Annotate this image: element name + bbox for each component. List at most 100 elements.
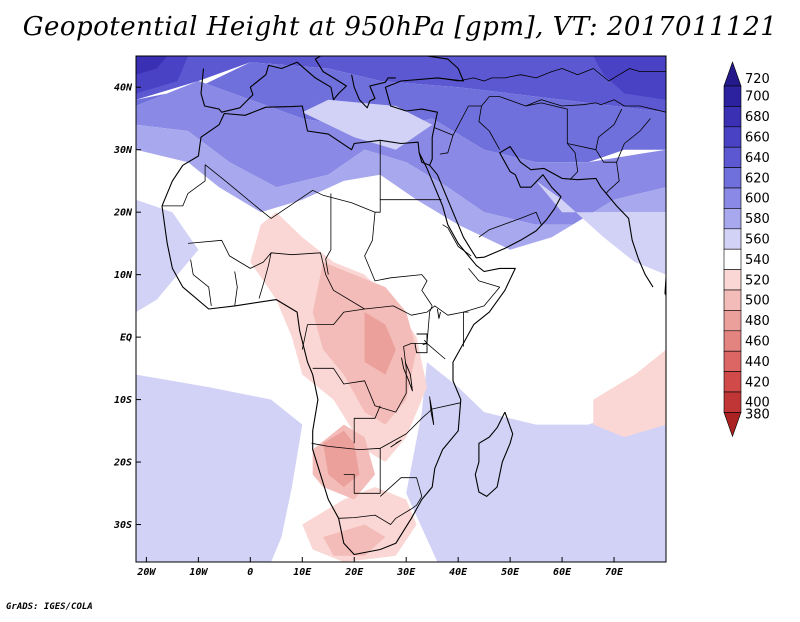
country-border-0 — [162, 164, 206, 207]
x-tick-label: 20W — [136, 567, 156, 578]
y-tick-label: EQ — [120, 333, 132, 344]
country-border-10 — [311, 442, 381, 494]
country-border-5 — [325, 193, 332, 275]
colorbar-swatch-580 — [723, 208, 742, 230]
height-region-580-0 — [136, 124, 666, 250]
y-tick-label: 30N — [113, 145, 133, 156]
colorbar-label: 600 — [745, 192, 770, 207]
colorbar-label: 400 — [745, 396, 770, 411]
height-region-680-0 — [136, 56, 168, 75]
country-border-3 — [187, 239, 469, 316]
country-border-21 — [481, 96, 579, 180]
x-tick-label: 40E — [449, 567, 468, 578]
height-region-560-4 — [302, 99, 433, 150]
height-region-640-0 — [136, 56, 666, 113]
lake-outline-5 — [422, 339, 428, 346]
colorbar-swatch-640 — [723, 146, 742, 168]
coastline-5 — [474, 411, 514, 497]
x-tick-label: 10E — [293, 567, 312, 578]
coastline-3 — [200, 56, 347, 113]
map-frame — [135, 55, 667, 563]
colorbar-swatch-480 — [723, 310, 742, 332]
x-tick-label: 0 — [247, 567, 253, 578]
country-border-23 — [595, 149, 620, 194]
colorbar-label: 580 — [745, 212, 770, 227]
x-tick-label: 70E — [605, 567, 624, 578]
y-tick-label: 20S — [113, 458, 132, 469]
colorbar-label: 560 — [745, 233, 770, 248]
x-tick-label: 50E — [501, 567, 520, 578]
country-border-25 — [437, 68, 666, 82]
lake-outline-1 — [401, 357, 413, 392]
colorbar-label: 640 — [745, 151, 770, 166]
coastline-1 — [384, 56, 464, 166]
colorbar-top-arrow — [723, 61, 742, 87]
country-border-4 — [364, 212, 433, 307]
colorbar-bottom-arrow — [723, 412, 742, 438]
country-border-11 — [353, 405, 381, 444]
coastline-0 — [161, 105, 516, 556]
height-region-560-3 — [536, 180, 666, 275]
colorbar-label: 540 — [745, 253, 770, 268]
height-region-560-0 — [136, 199, 199, 313]
lake-outline-3 — [436, 308, 441, 319]
height-region-560-2 — [406, 362, 666, 562]
colorbar-swatch-680 — [723, 106, 742, 128]
colorbar-swatch-700 — [723, 85, 742, 107]
height-region-660-1 — [593, 56, 666, 100]
lake-outline-0 — [414, 333, 428, 354]
country-border-6 — [258, 252, 272, 299]
x-tick-label: 10W — [189, 567, 208, 578]
colorbar-label: 620 — [745, 171, 770, 186]
colorbar-label: 680 — [745, 110, 770, 125]
colorbar-swatch-400 — [723, 391, 742, 413]
colorbar-label: 660 — [745, 131, 770, 146]
height-region-500-2 — [323, 524, 386, 556]
colorbar-swatch-600 — [723, 187, 742, 209]
colorbar-swatch-420 — [723, 371, 742, 393]
colorbar-label: 480 — [745, 314, 770, 329]
country-border-12 — [380, 402, 461, 449]
x-tick-label: 20E — [344, 567, 364, 578]
colorbar-swatch-620 — [723, 167, 742, 189]
lake-outline-2 — [429, 396, 435, 426]
country-border-24 — [616, 118, 651, 163]
colorbar-label: 700 — [745, 90, 770, 105]
country-border-16 — [462, 268, 501, 347]
colorbar-swatch-560 — [723, 228, 742, 250]
colorbar-label: 460 — [745, 335, 770, 350]
x-axis-ticks: 20W 10W 0 10E 20E 30E 40E 50E 60E 70E — [136, 557, 624, 578]
colorbar-swatch-660 — [723, 126, 742, 148]
y-tick-label: 10N — [114, 270, 133, 281]
colorbar-label: 500 — [745, 294, 770, 309]
coastline-4 — [351, 74, 396, 109]
colorbar-swatch-460 — [723, 330, 742, 352]
country-border-15 — [426, 305, 433, 344]
x-tick-label: 30E — [396, 567, 416, 578]
y-tick-label: 10S — [114, 395, 132, 406]
x-tick-label: 60E — [553, 567, 572, 578]
colorbar-swatch-440 — [723, 350, 742, 372]
y-axis-ticks: 40N 30N 20N 10N EQ 10S 20S 30S — [113, 83, 141, 531]
country-border-14 — [301, 308, 365, 350]
country-border-8 — [234, 271, 238, 306]
country-border-13 — [338, 477, 423, 525]
coastlines — [161, 56, 666, 556]
country-border-17 — [442, 224, 472, 257]
height-region-480-0 — [323, 430, 360, 487]
country-border-7 — [190, 259, 212, 306]
coastline-2 — [429, 146, 654, 288]
colorbar-swatch-500 — [723, 289, 742, 311]
country-border-20 — [439, 135, 454, 155]
colorbar-label: 380 — [745, 407, 770, 422]
colorbar-label: 720 — [745, 72, 770, 87]
height-region-520-1 — [593, 349, 666, 438]
height-region-560-1 — [136, 374, 303, 562]
height-region-480-1 — [364, 312, 396, 375]
country-border-9 — [312, 342, 446, 413]
colorbar-label: 420 — [745, 375, 770, 390]
grads-credit: GrADS: IGES/COLA — [6, 602, 93, 612]
country-border-18 — [478, 211, 542, 238]
